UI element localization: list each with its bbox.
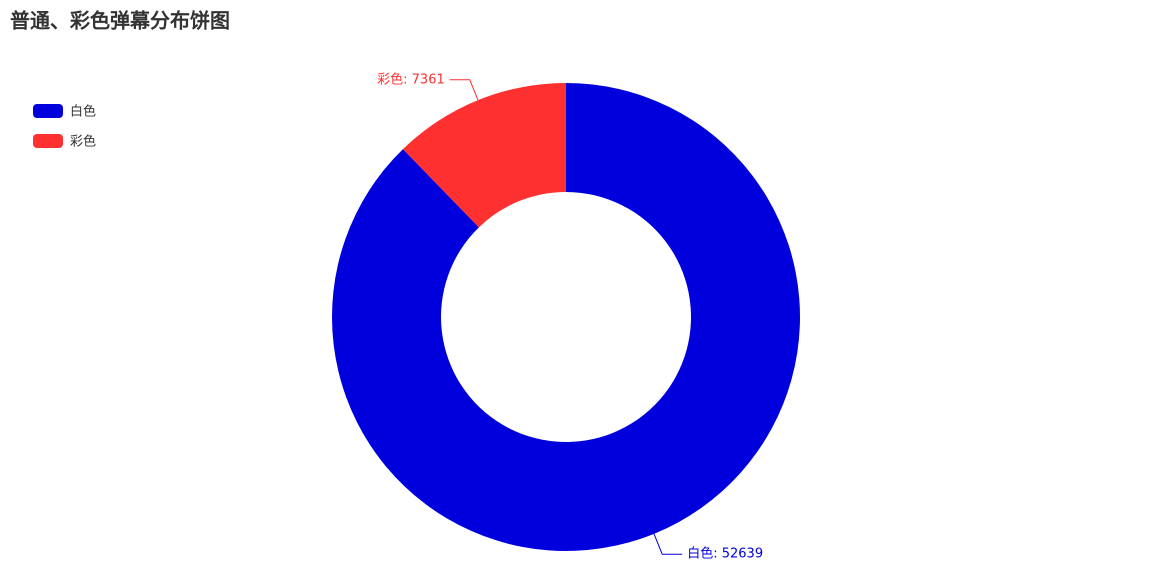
legend-swatch[interactable] bbox=[33, 134, 63, 148]
legend-swatch[interactable] bbox=[33, 104, 63, 118]
chart-title: 普通、彩色弹幕分布饼图 bbox=[10, 9, 230, 33]
pie-slice bbox=[332, 83, 801, 551]
label-line bbox=[653, 533, 683, 555]
legend-label[interactable]: 白色 bbox=[70, 104, 96, 120]
data-label: 彩色: 7361 bbox=[377, 71, 445, 87]
legend-label[interactable]: 彩色 bbox=[70, 134, 96, 150]
pie-slice bbox=[402, 83, 566, 228]
data-label: 白色: 52639 bbox=[687, 546, 763, 562]
label-line bbox=[449, 79, 479, 101]
